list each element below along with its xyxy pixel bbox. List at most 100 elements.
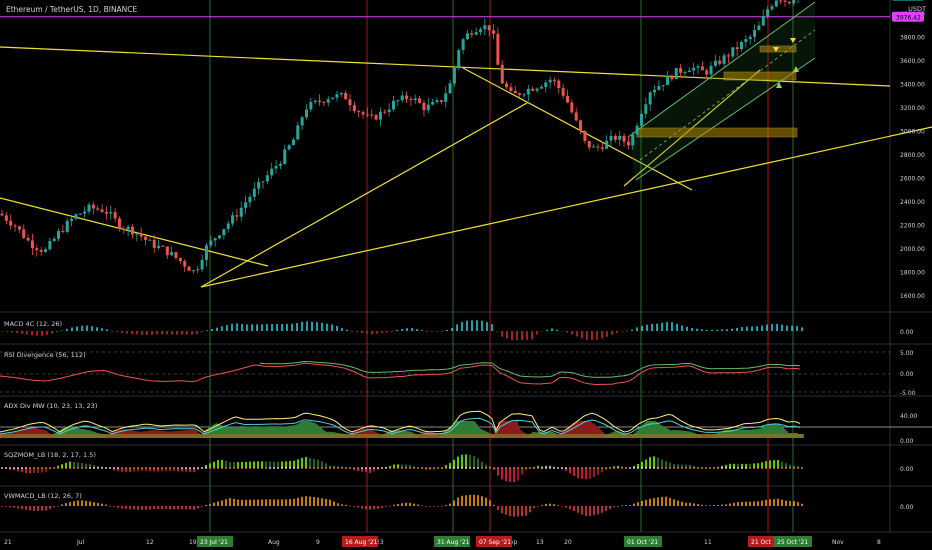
squeeze-dot: [381, 467, 383, 469]
vwmacd-axis-label: 0.00: [900, 504, 914, 511]
candle: [548, 76, 552, 89]
candle: [726, 53, 730, 63]
macd-histogram-bar: [171, 331, 173, 335]
squeeze-dot: [193, 467, 195, 469]
macd-histogram-bar: [196, 331, 198, 335]
candle: [370, 108, 374, 118]
macd-histogram-bar: [741, 327, 743, 331]
candle-body: [770, 6, 774, 10]
vwmacd-histogram-bar: [41, 506, 43, 511]
sqzmom-histogram-bar: [401, 464, 403, 468]
adx-bar: [784, 429, 786, 438]
vwmacd-histogram-bar: [697, 504, 699, 506]
candle: [309, 97, 313, 113]
squeeze-dot: [749, 467, 751, 469]
adx-label[interactable]: ADX Div MW (10, 23, 13, 23): [4, 402, 98, 410]
squeeze-dot: [289, 467, 291, 469]
macd-histogram-bar: [121, 331, 123, 333]
adx-bar: [566, 429, 568, 438]
sqzmom-histogram-bar: [585, 468, 587, 480]
macd-histogram-bar: [71, 327, 73, 331]
candle-body: [600, 147, 604, 149]
squeeze-dot: [385, 467, 387, 469]
candle-body: [392, 100, 395, 110]
candle-body: [122, 228, 126, 230]
adx-bar: [66, 426, 68, 438]
candle-body: [400, 95, 404, 101]
adx-bar: [218, 424, 220, 438]
squeeze-dot: [29, 467, 31, 469]
adx-bar: [288, 425, 290, 438]
squeeze-dot: [701, 467, 703, 469]
macd-histogram-bar: [391, 331, 393, 332]
macd-histogram-bar: [36, 331, 38, 336]
candle: [357, 109, 361, 118]
squeeze-dot: [217, 467, 219, 469]
candle: [797, 0, 799, 4]
rsi-divergence-label[interactable]: RSI Divergence (56, 112): [4, 351, 86, 359]
candle-body: [674, 68, 678, 80]
adx-bar: [452, 425, 454, 438]
adx-bar: [308, 421, 310, 438]
vwmacd-label[interactable]: VWMACD_LB (12, 26, 7): [4, 492, 82, 500]
candle-body: [783, 0, 787, 2]
adx-bar: [576, 422, 578, 438]
candle-body: [713, 60, 717, 66]
sqzmom-label[interactable]: SQZMOM_LB (18, 2, 17, 1.5): [4, 451, 96, 459]
sqzmom-histogram-bar: [89, 464, 91, 468]
vwmacd-histogram-bar: [797, 502, 799, 506]
squeeze-dot: [41, 467, 43, 469]
squeeze-dot: [785, 467, 787, 469]
adx-bar: [746, 429, 748, 438]
squeeze-dot: [485, 467, 487, 469]
candle-body: [735, 47, 739, 50]
macd-label[interactable]: MACD 4C (12, 26): [4, 320, 63, 328]
candle-body: [431, 102, 435, 105]
adx-bar: [764, 426, 766, 438]
vwmacd-histogram-bar: [293, 498, 295, 506]
adx-bar: [30, 427, 32, 438]
sqzmom-histogram-bar: [645, 459, 647, 468]
candle: [674, 68, 678, 80]
candle: [187, 265, 191, 271]
squeeze-dot: [753, 467, 755, 469]
macd-histogram-bar: [76, 326, 78, 331]
vwmacd-histogram-bar: [221, 500, 223, 506]
candle: [552, 77, 556, 86]
adx-bar: [766, 425, 768, 438]
squeeze-dot: [205, 467, 207, 469]
sqzmom-histogram-bar: [653, 456, 655, 468]
macd-histogram-bar: [11, 331, 13, 333]
macd-histogram-bar: [726, 329, 728, 331]
candle: [487, 25, 491, 37]
vwmacd-histogram-bar: [89, 501, 91, 506]
vwmacd-histogram-bar: [377, 506, 379, 509]
macd-histogram-bar: [716, 329, 718, 331]
vwmacd-histogram-bar: [13, 506, 15, 508]
sqzmom-histogram-bar: [237, 462, 239, 468]
sqzmom-histogram-bar: [785, 463, 787, 468]
macd-histogram-bar: [146, 331, 148, 336]
price-axis-label: 3600.00: [900, 58, 925, 65]
adx-bar: [216, 423, 218, 438]
vwmacd-histogram-bar: [361, 506, 363, 509]
vwmacd-histogram-bar: [165, 506, 167, 510]
adx-bar: [228, 427, 230, 438]
adx-bar: [28, 427, 30, 438]
candle: [392, 95, 395, 112]
sqzmom-histogram-bar: [29, 468, 31, 474]
sqzmom-histogram-bar: [297, 459, 299, 468]
adx-bar: [230, 427, 232, 438]
sqzmom-histogram-bar: [321, 461, 323, 468]
sqzmom-histogram-bar: [489, 465, 491, 468]
candle: [57, 228, 61, 242]
sqzmom-histogram-bar: [173, 468, 175, 472]
squeeze-dot: [437, 467, 439, 469]
macd-histogram-bar: [676, 323, 678, 331]
candle: [126, 224, 130, 237]
vwmacd-histogram-bar: [461, 495, 463, 506]
adx-bar: [462, 421, 464, 438]
vwmacd-histogram-bar: [33, 506, 35, 511]
sqzmom-histogram-bar: [245, 461, 247, 468]
